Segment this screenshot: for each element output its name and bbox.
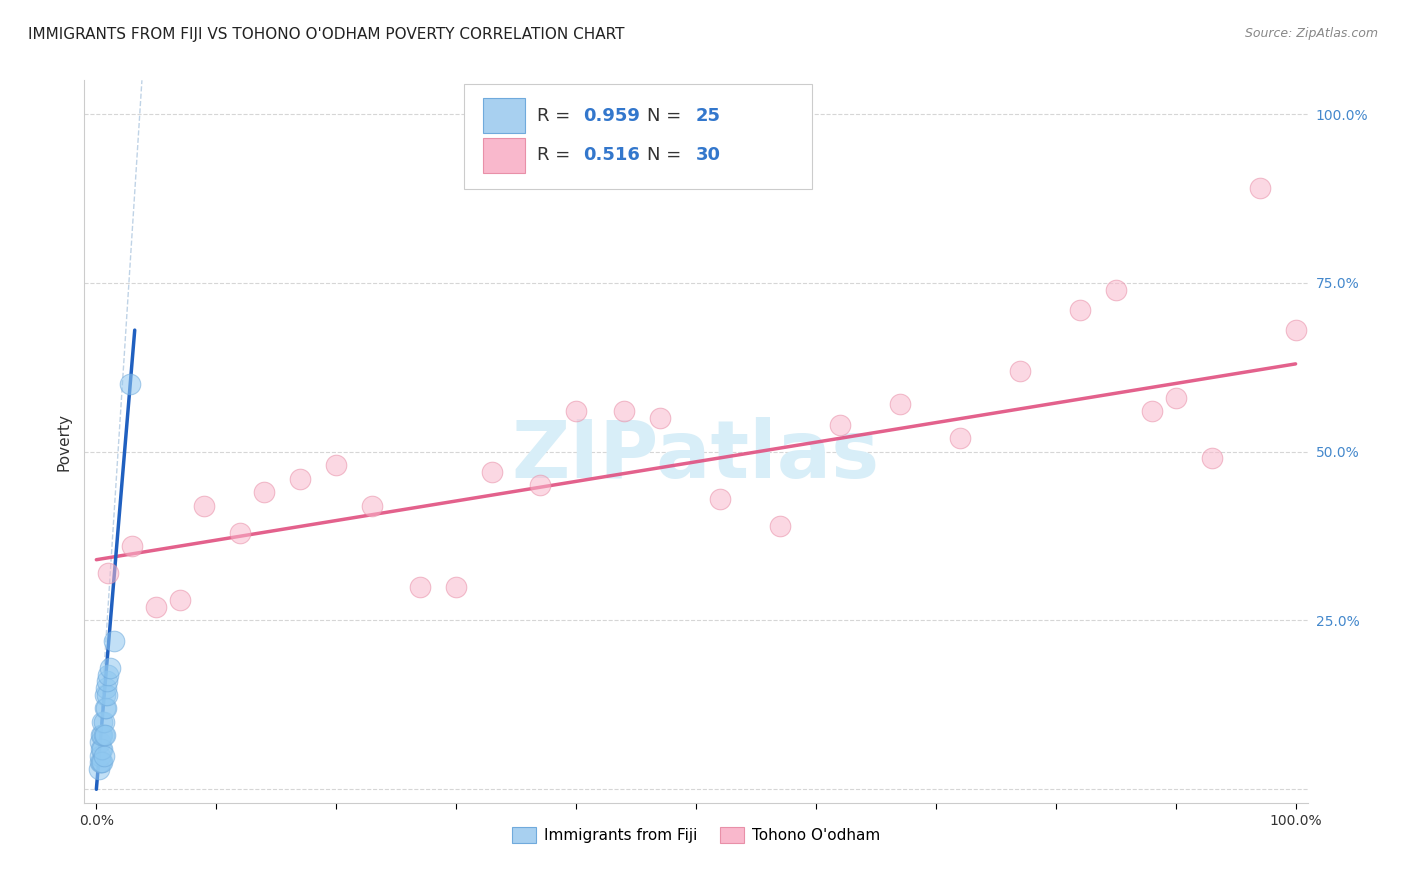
- Point: [444, 580, 467, 594]
- Point: [409, 580, 432, 594]
- Point: [769, 519, 792, 533]
- Point: [1008, 364, 1031, 378]
- Point: [1140, 404, 1163, 418]
- Text: ZIPatlas: ZIPatlas: [512, 417, 880, 495]
- Text: R =: R =: [537, 107, 576, 125]
- Point: [889, 397, 911, 411]
- Point: [1069, 302, 1091, 317]
- Point: [481, 465, 503, 479]
- Point: [709, 491, 731, 506]
- Point: [290, 472, 312, 486]
- Text: N =: N =: [647, 107, 688, 125]
- FancyBboxPatch shape: [484, 98, 524, 133]
- Point: [565, 404, 588, 418]
- Point: [91, 714, 114, 729]
- Legend: Immigrants from Fiji, Tohono O'odham: Immigrants from Fiji, Tohono O'odham: [506, 821, 886, 849]
- Point: [89, 756, 111, 770]
- Point: [1284, 323, 1306, 337]
- Point: [613, 404, 636, 418]
- Point: [87, 762, 110, 776]
- Point: [1105, 283, 1128, 297]
- Point: [96, 674, 118, 689]
- Point: [253, 485, 276, 500]
- Point: [89, 748, 111, 763]
- Point: [93, 728, 115, 742]
- Text: IMMIGRANTS FROM FIJI VS TOHONO O'ODHAM POVERTY CORRELATION CHART: IMMIGRANTS FROM FIJI VS TOHONO O'ODHAM P…: [28, 27, 624, 42]
- Point: [97, 566, 120, 581]
- Text: 0.959: 0.959: [583, 107, 640, 125]
- Point: [98, 661, 121, 675]
- Point: [1164, 391, 1187, 405]
- Point: [93, 688, 117, 702]
- Point: [193, 499, 215, 513]
- FancyBboxPatch shape: [484, 138, 524, 173]
- Point: [118, 377, 141, 392]
- Point: [90, 741, 112, 756]
- Point: [90, 728, 112, 742]
- Point: [93, 748, 115, 763]
- Point: [94, 681, 117, 695]
- Point: [1201, 451, 1223, 466]
- Text: Source: ZipAtlas.com: Source: ZipAtlas.com: [1244, 27, 1378, 40]
- Text: R =: R =: [537, 146, 576, 164]
- Point: [94, 701, 117, 715]
- Point: [229, 525, 252, 540]
- Point: [648, 411, 671, 425]
- Point: [325, 458, 347, 472]
- Point: [949, 431, 972, 445]
- Point: [93, 728, 117, 742]
- Point: [121, 539, 143, 553]
- Point: [1249, 181, 1271, 195]
- Point: [97, 667, 120, 681]
- Text: 30: 30: [696, 146, 721, 164]
- FancyBboxPatch shape: [464, 84, 813, 189]
- Point: [96, 688, 118, 702]
- Point: [361, 499, 384, 513]
- Y-axis label: Poverty: Poverty: [56, 412, 72, 471]
- Point: [103, 633, 125, 648]
- Point: [93, 701, 117, 715]
- Text: N =: N =: [647, 146, 688, 164]
- Point: [145, 599, 167, 614]
- Point: [89, 735, 111, 749]
- Point: [828, 417, 851, 432]
- Point: [91, 741, 114, 756]
- Point: [90, 756, 112, 770]
- Point: [93, 714, 115, 729]
- Text: 25: 25: [696, 107, 721, 125]
- Point: [91, 756, 114, 770]
- Point: [529, 478, 551, 492]
- Text: 0.516: 0.516: [583, 146, 640, 164]
- Point: [91, 728, 114, 742]
- Point: [169, 593, 191, 607]
